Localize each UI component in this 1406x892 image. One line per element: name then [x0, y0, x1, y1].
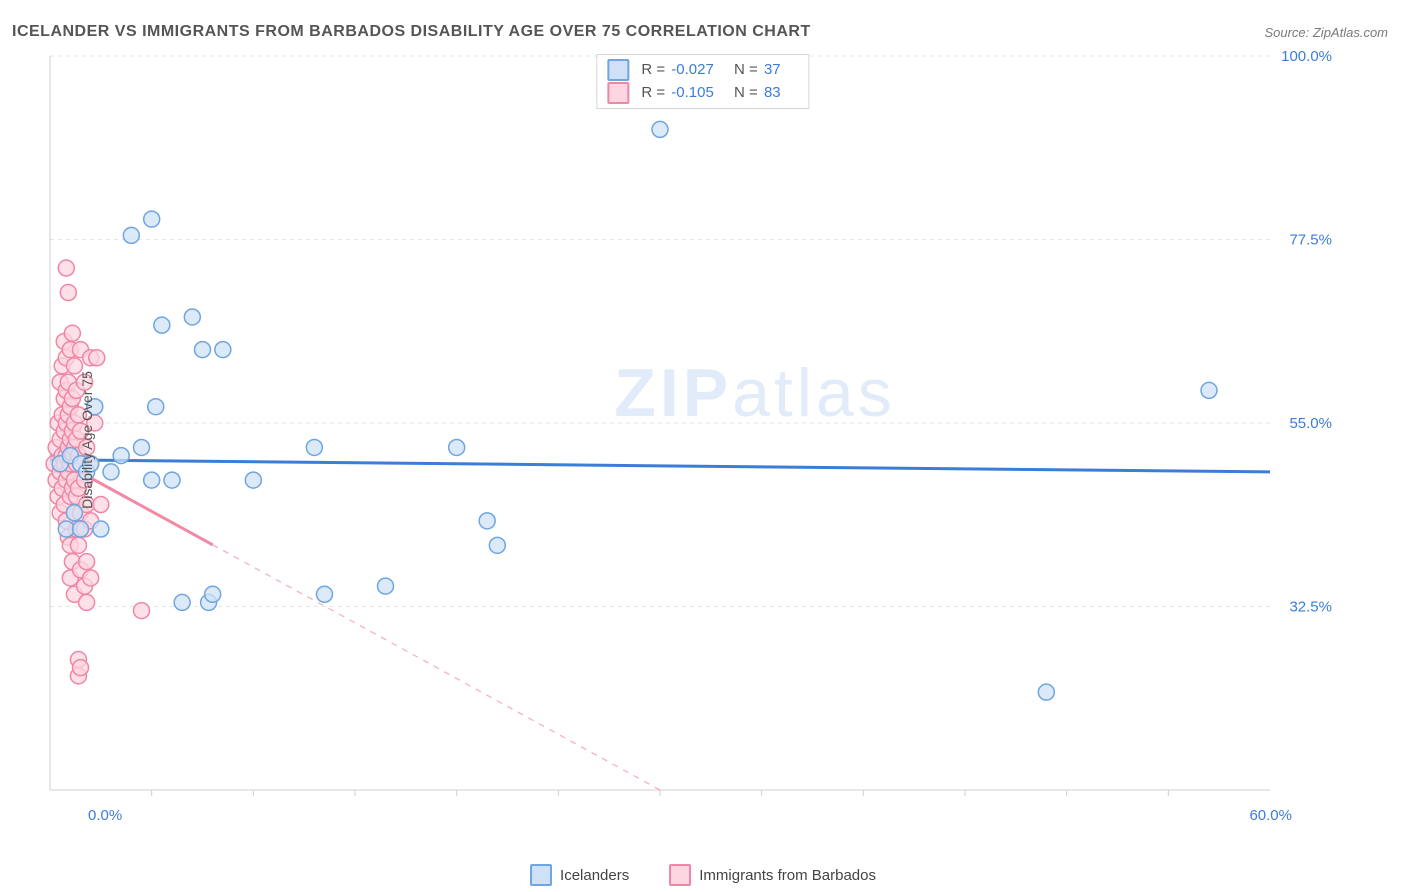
legend-label-icelanders: Icelanders: [560, 867, 629, 884]
r-value-icelanders: -0.027: [671, 61, 714, 78]
x-axis-min-label: 0.0%: [88, 807, 122, 824]
legend-item-icelanders: Icelanders: [530, 864, 629, 886]
legend-label-barbados: Immigrants from Barbados: [699, 867, 876, 884]
n-value-barbados: 83: [764, 84, 781, 101]
x-axis-max-label: 60.0%: [1249, 807, 1292, 824]
legend-item-barbados: Immigrants from Barbados: [669, 864, 876, 886]
r-value-barbados: -0.105: [671, 84, 714, 101]
swatch-barbados: [607, 82, 629, 104]
legend-swatch-icelanders: [530, 864, 552, 886]
svg-text:32.5%: 32.5%: [1289, 599, 1332, 616]
chart-source: Source: ZipAtlas.com: [1264, 25, 1388, 40]
n-value-icelanders: 37: [764, 61, 781, 78]
scatter-plot-svg: 32.5% 55.0% 77.5% 100.0%: [40, 50, 1340, 830]
y-axis-label: Disability Age Over 75: [79, 371, 95, 509]
chart-title: ICELANDER VS IMMIGRANTS FROM BARBADOS DI…: [12, 23, 811, 41]
chart-header: ICELANDER VS IMMIGRANTS FROM BARBADOS DI…: [0, 0, 1406, 54]
stats-row-barbados: R = -0.105 N = 83: [607, 82, 794, 105]
legend-swatch-barbados: [669, 864, 691, 886]
svg-text:77.5%: 77.5%: [1289, 232, 1332, 249]
bottom-legend: Icelanders Immigrants from Barbados: [530, 864, 876, 886]
plot-area: Disability Age Over 75 32.5% 55.0% 77.5% 10…: [40, 50, 1340, 830]
svg-text:55.0%: 55.0%: [1289, 415, 1332, 432]
stats-row-icelanders: R = -0.027 N = 37: [607, 59, 794, 82]
svg-text:100.0%: 100.0%: [1281, 50, 1332, 65]
correlation-stats-box: R = -0.027 N = 37 R = -0.105 N = 83: [596, 54, 809, 109]
swatch-icelanders: [607, 59, 629, 81]
